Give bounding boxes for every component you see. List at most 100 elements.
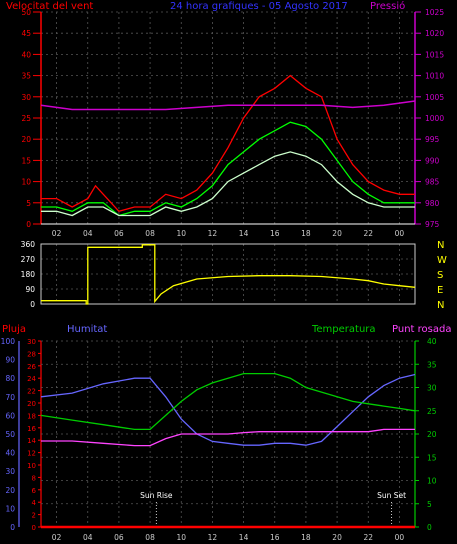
y-tick-label-humidity: 28	[27, 350, 36, 358]
series-line-pressure	[40, 100, 416, 111]
x-tick-label: 16	[270, 533, 280, 542]
y-tick-label-humidity: 10	[27, 462, 36, 470]
series-line-gust	[41, 74, 415, 213]
x-tick-label: 16	[270, 229, 280, 238]
y-tick-label-temp: 30	[427, 384, 437, 393]
x-tick-label: 10	[176, 229, 186, 238]
wind-speed-label: Velocitat del vent	[6, 1, 93, 12]
compass-label: N	[437, 240, 444, 251]
x-tick-label: 06	[114, 533, 124, 542]
y-tick-label-temp: 5	[427, 500, 432, 509]
y-tick-label-right: 1010	[425, 72, 444, 81]
series-line-dewpoint	[41, 428, 415, 447]
y-tick-label-left: 25	[21, 114, 31, 123]
y-tick-label-right: 980	[425, 199, 440, 208]
y-tick-label-left: 180	[21, 270, 36, 279]
x-tick-label: 02	[52, 229, 62, 238]
y-tick-label-right: 990	[425, 156, 440, 165]
y-tick-label-left: 15	[21, 156, 31, 165]
y-tick-label-right: 1000	[425, 114, 444, 123]
humidity-label: Humitat	[67, 324, 107, 335]
sun-annotation: Sun Set	[377, 491, 406, 500]
x-tick-label: 10	[176, 533, 186, 542]
compass-label: N	[437, 300, 444, 311]
y-tick-label-right: 995	[425, 135, 440, 144]
y-tick-label-humidity: 14	[27, 437, 36, 445]
y-tick-label-humidity: 30	[27, 338, 36, 346]
series-line-wind_avg	[41, 121, 415, 217]
y-tick-label-rain: 90	[5, 356, 15, 365]
y-tick-label-left: 40	[21, 50, 31, 59]
x-tick-label: 12	[208, 533, 218, 542]
y-tick-label-right: 1025	[425, 8, 444, 17]
y-tick-label-rain: 40	[5, 449, 15, 458]
compass-label: E	[437, 285, 443, 296]
x-tick-label: 06	[114, 229, 124, 238]
y-tick-label-right: 1005	[425, 93, 444, 102]
y-tick-label-left: 10	[21, 178, 31, 187]
y-tick-label-rain: 100	[1, 337, 16, 346]
x-tick-label: 04	[83, 229, 93, 238]
y-tick-label-rain: 0	[10, 523, 15, 532]
pressure-label: Pressió	[370, 0, 405, 12]
y-tick-label-left: 0	[26, 220, 31, 229]
x-tick-label: 22	[363, 533, 373, 542]
y-tick-label-humidity: 18	[27, 412, 36, 420]
y-tick-label-temp: 15	[427, 453, 437, 462]
y-tick-label-humidity: 2	[32, 512, 36, 520]
series-line-direction	[41, 244, 416, 305]
sun-annotation: Sun Rise	[140, 491, 173, 500]
compass-label: W	[437, 255, 447, 266]
dewpoint-label: Punt rosada	[392, 324, 451, 335]
y-tick-label-humidity: 0	[32, 524, 36, 532]
y-tick-label-left: 270	[21, 255, 36, 264]
x-tick-label: 20	[332, 533, 342, 542]
y-tick-label-left: 30	[21, 93, 31, 102]
x-tick-label: 00	[395, 533, 405, 542]
y-tick-label-temp: 10	[427, 477, 437, 486]
y-tick-label-rain: 10	[5, 504, 15, 513]
x-tick-label: 14	[239, 533, 249, 542]
y-tick-label-left: 360	[21, 240, 36, 249]
panel-frame	[40, 243, 416, 305]
y-tick-label-rain: 70	[5, 393, 15, 402]
series-line-temperature	[40, 372, 416, 431]
rain-label: Pluja	[2, 324, 26, 335]
y-tick-label-humidity: 12	[27, 450, 36, 458]
y-tick-label-right: 985	[425, 178, 440, 187]
y-tick-label-left: 5	[26, 199, 31, 208]
y-tick-label-temp: 35	[427, 360, 437, 369]
x-tick-label: 00	[395, 229, 405, 238]
y-tick-label-right: 1015	[425, 50, 444, 59]
y-tick-label-rain: 60	[5, 411, 15, 420]
x-tick-label: 18	[301, 229, 311, 238]
x-tick-label: 22	[363, 229, 373, 238]
y-tick-label-right: 1020	[425, 29, 444, 38]
y-tick-label-right: 975	[425, 220, 440, 229]
y-tick-label-rain: 80	[5, 374, 15, 383]
y-tick-label-humidity: 4	[32, 499, 37, 507]
x-tick-label: 02	[52, 533, 62, 542]
y-tick-label-rain: 30	[5, 467, 15, 476]
compass-label: S	[437, 270, 443, 281]
series-line-wind	[41, 151, 415, 217]
y-tick-label-temp: 25	[427, 407, 437, 416]
y-tick-label-rain: 50	[5, 430, 15, 439]
x-tick-label: 12	[208, 229, 218, 238]
temperature-label: Temperatura	[311, 324, 376, 335]
y-tick-label-temp: 20	[427, 430, 437, 439]
y-tick-label-left: 20	[21, 135, 31, 144]
y-tick-label-left: 45	[21, 29, 31, 38]
y-tick-label-humidity: 20	[27, 400, 36, 408]
y-tick-label-humidity: 6	[32, 487, 37, 495]
y-tick-label-left: 0	[30, 300, 35, 309]
y-tick-label-humidity: 22	[27, 388, 36, 396]
y-tick-label-humidity: 8	[32, 474, 36, 482]
y-tick-label-humidity: 16	[27, 425, 36, 433]
x-tick-label: 04	[83, 533, 93, 542]
y-tick-label-temp: 0	[427, 523, 432, 532]
y-tick-label-left: 50	[21, 8, 31, 17]
x-tick-label: 18	[301, 533, 311, 542]
y-tick-label-left: 35	[21, 72, 31, 81]
